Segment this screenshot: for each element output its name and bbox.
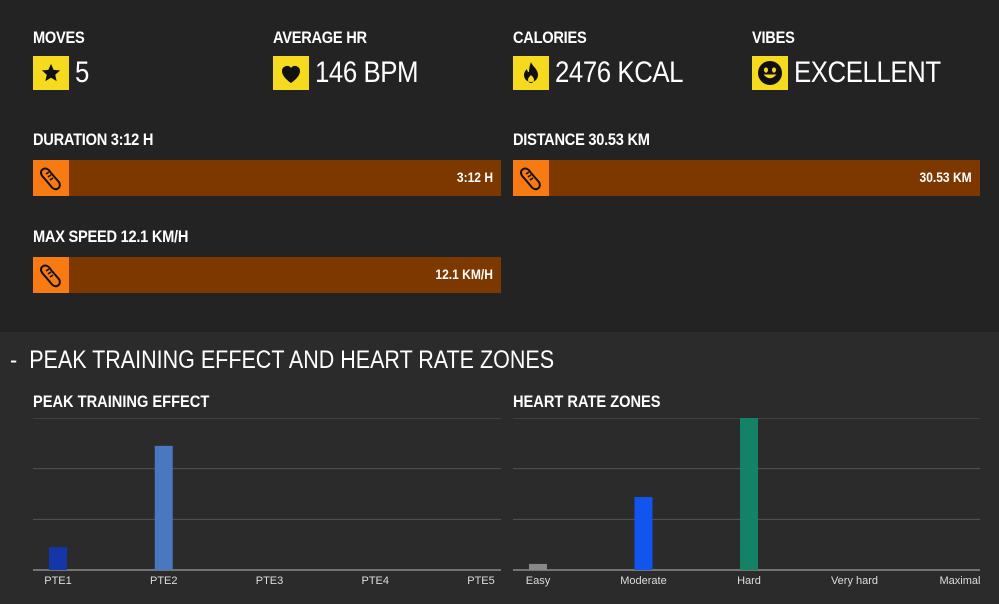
pte-chart-title: PEAK TRAINING EFFECT xyxy=(33,392,210,411)
section-header[interactable]: - PEAK TRAINING EFFECT AND HEART RATE ZON… xyxy=(10,346,554,375)
duration-label: DURATION 3:12 H xyxy=(33,130,154,149)
stat-label: MOVES xyxy=(33,28,85,47)
section-title: PEAK TRAINING EFFECT AND HEART RATE ZONE… xyxy=(29,346,555,374)
max-speed-label: MAX SPEED 12.1 KM/H xyxy=(33,227,189,246)
smiley-icon xyxy=(752,56,788,90)
collapse-toggle[interactable]: - xyxy=(10,346,18,374)
bar-pte1[interactable] xyxy=(49,547,67,570)
max-speed-value: 12.1 KM/H xyxy=(435,266,493,282)
tick-label: Very hard xyxy=(831,575,878,587)
tick-label: PTE4 xyxy=(361,575,389,587)
flame-icon xyxy=(513,56,549,90)
stat-value: EXCELLENT xyxy=(794,56,941,89)
distance-value: 30.53 KM xyxy=(919,169,972,185)
stat-calories: CALORIES 2476 KCAL xyxy=(513,28,704,90)
duration-bar: 3:12 H xyxy=(33,160,501,196)
stat-value: 146 BPM xyxy=(315,56,419,89)
distance-bar: 30.53 KM xyxy=(513,160,980,196)
tick-label: PTE3 xyxy=(256,575,284,587)
bar-easy[interactable] xyxy=(529,563,547,570)
shoe-icon xyxy=(33,160,69,196)
bar-pte2[interactable] xyxy=(154,445,173,570)
tick-label: PTE2 xyxy=(150,575,178,587)
tick-label: Moderate xyxy=(620,575,666,587)
tick-label: PTE5 xyxy=(467,575,495,587)
stat-value: 5 xyxy=(75,56,89,89)
pte-chart: PTE1 PTE2 PTE3 PTE4 PTE5 xyxy=(33,418,501,587)
hr-zones-chart: Easy Moderate Hard Very hard Maximal xyxy=(513,418,980,587)
bar-hard[interactable] xyxy=(740,418,758,570)
stat-average-hr: AVERAGE HR 146 BPM xyxy=(273,28,435,90)
tick-label: PTE1 xyxy=(44,575,72,587)
max-speed-bar: 12.1 KM/H xyxy=(33,257,501,293)
stat-label: AVERAGE HR xyxy=(273,28,367,47)
shoe-icon xyxy=(513,160,549,196)
tick-label: Hard xyxy=(737,575,761,587)
tick-label: Maximal xyxy=(940,575,980,587)
stat-label: CALORIES xyxy=(513,28,587,47)
hr-zones-chart-title: HEART RATE ZONES xyxy=(513,392,661,411)
stat-vibes: VIBES EXCELLENT xyxy=(752,28,965,90)
star-icon xyxy=(33,56,69,90)
stat-label: VIBES xyxy=(752,28,795,47)
shoe-icon xyxy=(33,257,69,293)
distance-label: DISTANCE 30.53 KM xyxy=(513,130,650,149)
stat-value: 2476 KCAL xyxy=(555,56,684,89)
heart-icon xyxy=(273,56,309,90)
bar-moderate[interactable] xyxy=(634,497,653,570)
tick-label: Easy xyxy=(526,575,551,587)
summary-panel: MOVES 5 AVERAGE HR 146 BPM CALORIES 2476… xyxy=(33,28,980,293)
duration-value: 3:12 H xyxy=(456,169,493,185)
stat-moves: MOVES 5 xyxy=(33,28,93,90)
